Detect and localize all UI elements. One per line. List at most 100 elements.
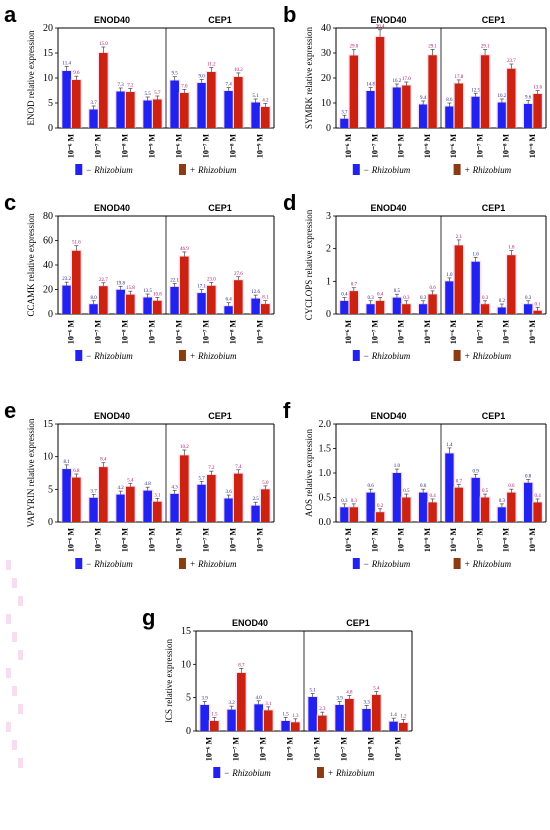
x-tick-label: 10⁻⁶ M: [175, 528, 184, 553]
data-label: 29.1: [481, 44, 490, 49]
data-label: 12.6: [251, 290, 260, 295]
data-label: 22.7: [99, 278, 108, 283]
bar-plus-rhizobium: [153, 300, 162, 314]
data-label: 1.0: [394, 464, 401, 469]
y-tick-label: 10: [43, 452, 53, 463]
x-tick-label: 10⁻⁹ M: [528, 134, 537, 159]
margin-artifact: [6, 560, 11, 570]
bar-minus-rhizobium: [197, 484, 206, 522]
margin-artifact: [12, 686, 17, 696]
panel-b: b ENOD40 CEP1 0 10 20 30 40 SYMRK relative expre…: [283, 2, 547, 175]
data-label: 9.6: [525, 96, 532, 101]
legend-prefix-plus: +: [465, 351, 470, 361]
data-label: 1.4: [446, 443, 453, 448]
x-tick-label: 10⁻⁸ M: [229, 134, 238, 159]
y-tick-label: 0: [326, 309, 331, 320]
x-tick-label: 10⁻⁶ M: [67, 134, 76, 159]
y-tick-label: 0: [186, 726, 191, 737]
bar-plus-rhizobium: [207, 72, 216, 128]
bar-minus-rhizobium: [366, 91, 375, 128]
margin-artifact: [18, 758, 23, 768]
bar-plus-rhizobium: [402, 85, 411, 128]
group-title: CEP1: [208, 15, 232, 25]
y-tick-label: 20: [43, 23, 53, 34]
bar-minus-rhizobium: [418, 492, 428, 522]
data-label: 0.5: [482, 489, 489, 494]
x-tick-label: 10⁻⁷ M: [340, 737, 349, 762]
bar-minus-rhizobium: [143, 297, 152, 314]
legend-label-minus: Rhizobium: [231, 768, 271, 778]
y-axis-label: SYMRK relative expression: [304, 27, 314, 129]
bar-minus-rhizobium: [281, 721, 290, 731]
bar-minus-rhizobium: [62, 469, 71, 522]
bar-plus-rhizobium: [99, 467, 108, 522]
bar-plus-rhizobium: [207, 474, 216, 522]
bar-minus-rhizobium: [308, 697, 317, 731]
group-title: CEP1: [482, 203, 506, 213]
data-label: 23.2: [62, 277, 71, 282]
data-label: 7.0: [181, 85, 188, 90]
data-label: 3.7: [91, 101, 98, 106]
legend: − Rhizobium + Rhizobium: [75, 350, 237, 361]
legend-swatch-minus: [352, 350, 360, 361]
data-label: 15.0: [99, 42, 108, 47]
bar-minus-rhizobium: [170, 286, 179, 314]
data-label: 0.3: [499, 499, 506, 504]
legend: − Rhizobium + Rhizobium: [352, 558, 512, 569]
margin-artifact: [18, 596, 23, 606]
bar-minus-rhizobium: [62, 71, 71, 128]
legend-swatch-plus: [178, 558, 186, 569]
x-tick-label: 10⁻⁶ M: [67, 528, 76, 553]
data-label: 46.9: [180, 247, 189, 252]
data-label: 5.0: [262, 481, 269, 486]
group-title: ENOD40: [370, 15, 406, 25]
legend-prefix-minus: −: [86, 165, 91, 175]
bar-plus-rhizobium: [291, 722, 300, 731]
bar-minus-rhizobium: [89, 109, 98, 128]
y-tick-label: 0: [48, 123, 53, 134]
data-label: 19.8: [116, 281, 125, 286]
legend-label-plus: Rhizobium: [472, 351, 512, 361]
x-tick-label: 10⁻⁶ M: [344, 320, 353, 345]
y-tick-label: 10: [321, 98, 331, 109]
legend-prefix-plus: +: [465, 559, 470, 569]
bar-plus-rhizobium: [533, 94, 542, 128]
y-tick-label: 5: [48, 98, 53, 109]
data-label: 7.2: [208, 466, 215, 471]
data-label: 9.4: [420, 96, 427, 101]
y-tick-label: 0: [326, 123, 331, 134]
bar-plus-rhizobium: [507, 492, 516, 522]
x-tick-label: 10⁻⁶ M: [175, 134, 184, 159]
x-tick-label: 10⁻⁷ M: [94, 320, 103, 345]
legend-swatch-plus: [453, 164, 461, 175]
bar-minus-rhizobium: [340, 118, 349, 128]
y-axis-label: AOS relative expression: [304, 429, 314, 517]
bar-minus-rhizobium: [227, 709, 236, 731]
legend: − Rhizobium + Rhizobium: [75, 164, 237, 175]
x-tick-label: 10⁻⁹ M: [528, 320, 537, 345]
x-tick-label: 10⁻⁹ M: [256, 528, 265, 553]
data-label: 4.8: [346, 691, 353, 696]
bar-plus-rhizobium: [533, 310, 542, 314]
x-tick-label: 10⁻⁶ M: [344, 528, 353, 553]
bar-plus-rhizobium: [180, 256, 189, 314]
data-label: 0.6: [429, 286, 436, 291]
bar-plus-rhizobium: [454, 83, 464, 128]
data-label: 0.4: [377, 293, 384, 298]
data-label: 0.6: [508, 484, 515, 489]
panel-letter: f: [283, 398, 291, 423]
bar-minus-rhizobium: [224, 91, 233, 128]
legend-label-minus: Rhizobium: [371, 351, 411, 361]
x-tick-label: 10⁻⁹ M: [394, 737, 403, 762]
legend-label-plus: Rhizobium: [472, 559, 512, 569]
legend-label-plus: Rhizobium: [197, 351, 237, 361]
bar-plus-rhizobium: [234, 77, 243, 128]
y-tick-label: 3: [326, 211, 331, 222]
bar-plus-rhizobium: [428, 502, 437, 522]
group-title: CEP1: [346, 618, 370, 628]
group-title: CEP1: [482, 411, 506, 421]
data-label: 2.3: [319, 707, 326, 712]
bar-plus-rhizobium: [454, 487, 464, 522]
x-tick-label: 10⁻⁹ M: [148, 320, 157, 345]
data-label: 0.5: [394, 289, 401, 294]
